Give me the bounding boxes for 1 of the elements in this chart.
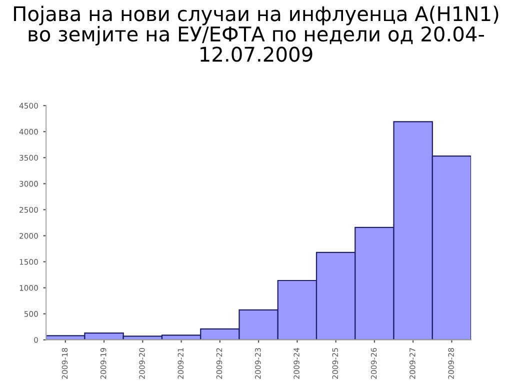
chart-title: Појава на нови случаи на инфлуенца A(H1N1) во земјите на ЕУ/ЕФТА по недели од 20.04- 12.07.2009 — [14, 6, 498, 62]
